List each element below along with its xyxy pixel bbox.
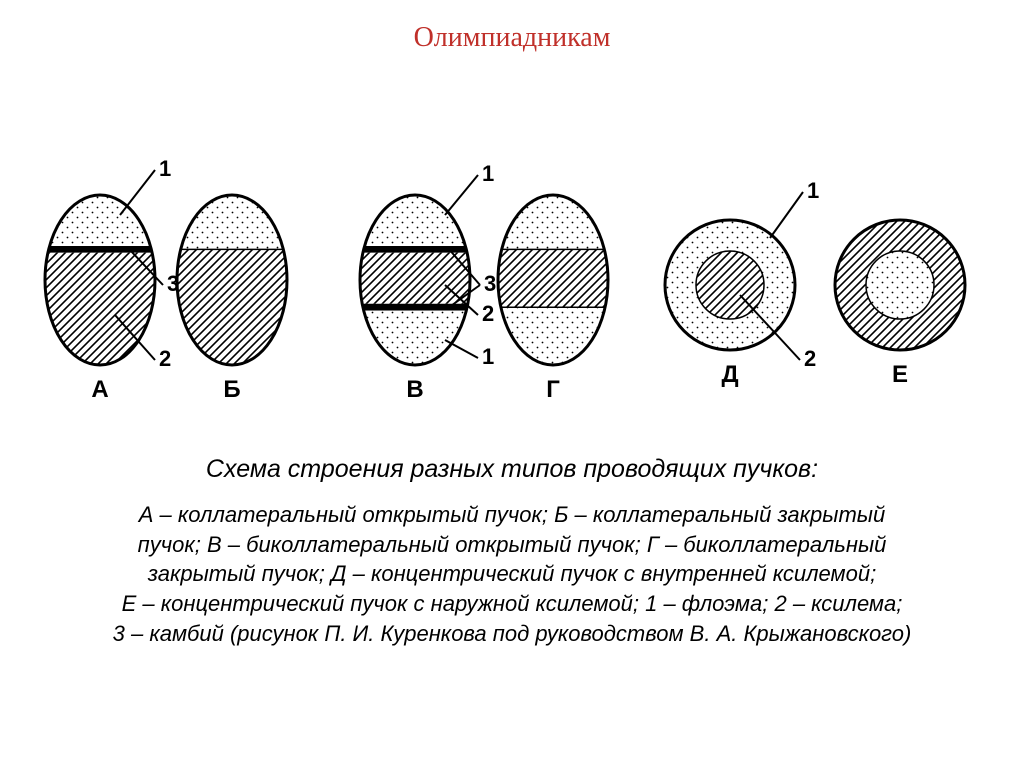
callout-V-1: 1 [482, 161, 494, 186]
callout-A-2: 2 [159, 346, 171, 371]
legend-e: Е – концентрический пучок с наружной кси… [122, 591, 646, 616]
diagram-caption: Схема строения разных типов проводящих п… [0, 455, 1024, 484]
panel-label-E: Е [892, 361, 908, 388]
legend-d: Д – концентрический пучок с внутренней к… [331, 561, 876, 586]
diagram-area: 1 3 2 А Б 1 3 2 1 В Г 1 2 Д Е [0, 110, 1024, 450]
legend-k3: 3 – камбий [113, 621, 230, 646]
legend-g2: закрытый пучок; [148, 561, 331, 586]
panel-D: 1 2 Д [665, 178, 819, 388]
callout-D-2: 2 [804, 346, 816, 371]
callout-V-3: 3 [484, 271, 496, 296]
panel-label-V: В [406, 376, 423, 403]
legend-attr: (рисунок П. И. Куренкова под руководство… [230, 621, 911, 646]
panel-label-D: Д [721, 361, 738, 388]
legend-b: Б – коллатеральный закрытый [554, 502, 885, 527]
panel-B: Б [177, 195, 287, 403]
legend-b2: пучок; [138, 532, 207, 557]
panel-label-B: Б [223, 376, 240, 403]
panel-E: Е [835, 220, 965, 388]
legend-a: А – коллатеральный открытый пучок; [139, 502, 554, 527]
diagram-legend: А – коллатеральный открытый пучок; Б – к… [30, 500, 994, 648]
legend-k1: 1 – флоэма; [645, 591, 774, 616]
panel-V: 1 3 2 1 В [360, 161, 496, 403]
legend-v: В – биколлатеральный открытый пучок; [207, 532, 647, 557]
panel-A: 132А [45, 156, 179, 403]
callout-A-1: 1 [159, 156, 171, 181]
callout-V-2: 2 [482, 301, 494, 326]
legend-k2: 2 – ксилема; [774, 591, 902, 616]
callout-V-1: 1 [482, 344, 494, 369]
legend-g: Г – биколлатеральный [647, 532, 887, 557]
panel-label-A: А [91, 376, 108, 403]
panel-label-G: Г [546, 376, 560, 403]
panel-G: Г [498, 195, 608, 403]
page-title: Олимпиадникам [0, 22, 1024, 54]
callout-D-1: 1 [807, 178, 819, 203]
